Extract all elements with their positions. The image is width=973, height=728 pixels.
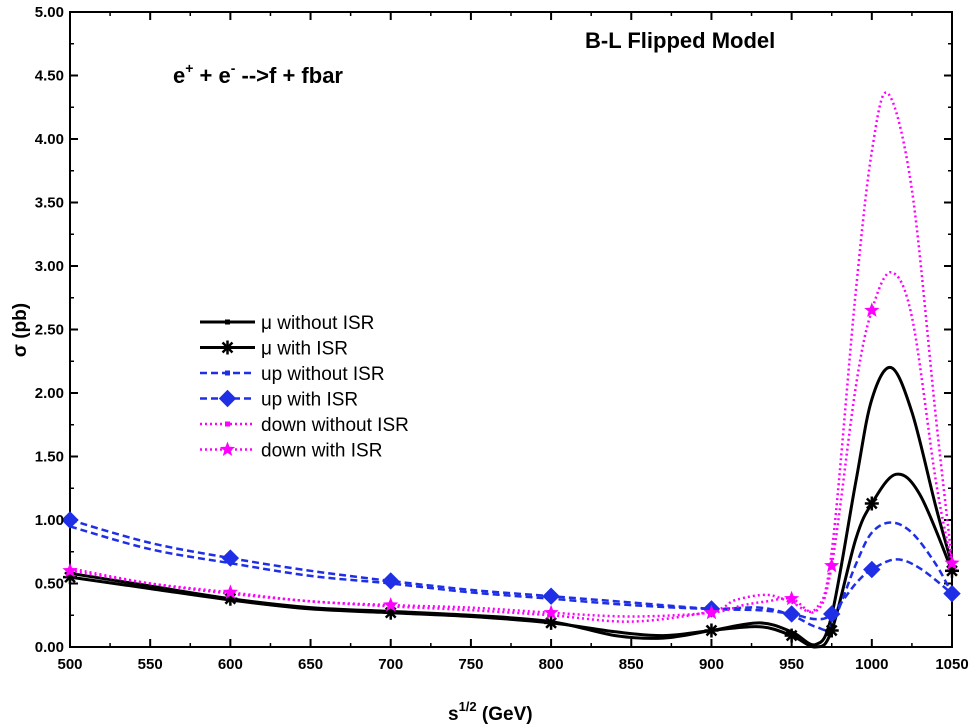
x-tick-label: 850 bbox=[619, 656, 644, 673]
y-tick-label: 4.00 bbox=[35, 131, 64, 148]
legend-swatch-marker bbox=[219, 441, 236, 456]
legend-label: up with ISR bbox=[261, 390, 358, 411]
series-5-marker bbox=[62, 562, 78, 578]
x-tick-label: 700 bbox=[378, 656, 403, 673]
legend-label: down with ISR bbox=[261, 441, 382, 462]
y-tick-label: 0.50 bbox=[35, 576, 64, 593]
legend-swatch-marker bbox=[225, 370, 230, 376]
plot-area bbox=[69, 11, 953, 648]
series-1-marker bbox=[544, 615, 559, 630]
tick-labels: 500 550 600 650 700 750 800 850 900 950 1000 1050 0.… bbox=[35, 4, 969, 673]
legend-swatch-marker bbox=[225, 319, 230, 325]
legend-label: up without ISR bbox=[261, 364, 385, 385]
x-tick-label: 1000 bbox=[855, 656, 888, 673]
x-axis-title-sup: 1/2 bbox=[459, 699, 477, 714]
reaction-sup-a: + bbox=[185, 60, 193, 76]
y-tick-label: 0.00 bbox=[35, 639, 64, 656]
legend-item: up with ISR bbox=[200, 390, 358, 411]
y-tick-label: 1.50 bbox=[35, 449, 64, 466]
y-tick-label: 2.00 bbox=[35, 385, 64, 402]
series-3-marker bbox=[221, 549, 240, 567]
x-tick-label: 550 bbox=[138, 656, 163, 673]
legend-item: up without ISR bbox=[200, 364, 385, 385]
series-line-2 bbox=[69, 521, 954, 632]
series-3-marker bbox=[782, 605, 801, 623]
legend-label-prefix: μ bbox=[261, 313, 272, 334]
markers-layer bbox=[61, 302, 961, 643]
series-line-5 bbox=[69, 271, 954, 618]
x-tick-label: 500 bbox=[57, 656, 82, 673]
y-tick-label: 5.00 bbox=[35, 4, 64, 21]
series-5-marker bbox=[864, 302, 880, 317]
x-axis-title-rest: (GeV) bbox=[477, 704, 533, 725]
series-3-marker bbox=[61, 511, 79, 529]
legend-label: μ without ISR bbox=[261, 313, 374, 334]
axis-ticks bbox=[69, 11, 953, 648]
series-3-marker bbox=[542, 587, 560, 605]
legend-label: μ with ISR bbox=[261, 339, 348, 360]
series-5-marker bbox=[784, 590, 800, 606]
series-3-marker bbox=[863, 560, 881, 579]
legend-label-text: down without ISR bbox=[261, 415, 409, 436]
x-axis-title-base: s bbox=[448, 704, 459, 725]
legend-item: down without ISR bbox=[200, 415, 409, 436]
legend-label-text: with ISR bbox=[272, 339, 348, 360]
series-1-marker bbox=[704, 623, 719, 638]
reaction-sup-b: - bbox=[231, 60, 236, 76]
y-axis-title: σ (pb) bbox=[10, 303, 31, 357]
legend-swatch-marker bbox=[225, 421, 230, 427]
series-3-marker bbox=[943, 584, 961, 603]
y-tick-label: 3.00 bbox=[35, 258, 64, 275]
x-axis-title: s1/2 (GeV) bbox=[448, 699, 533, 725]
legend-label-text: down with ISR bbox=[261, 441, 382, 462]
y-tick-label: 1.00 bbox=[35, 512, 64, 529]
series-5-marker bbox=[703, 604, 720, 620]
x-tick-label: 650 bbox=[298, 656, 323, 673]
legend-swatch-marker bbox=[218, 389, 237, 408]
y-tick-label: 4.50 bbox=[35, 68, 64, 85]
y-tick-label: 2.50 bbox=[35, 322, 64, 339]
series-1-marker bbox=[784, 628, 799, 643]
legend-label: down without ISR bbox=[261, 415, 409, 436]
series-1-marker bbox=[824, 623, 839, 638]
series-5-marker bbox=[543, 604, 559, 620]
series-3-marker bbox=[382, 572, 400, 590]
x-tick-label: 900 bbox=[699, 656, 724, 673]
series-5-marker bbox=[383, 597, 399, 612]
series-5-marker bbox=[944, 555, 960, 570]
x-tick-label: 1050 bbox=[935, 656, 968, 673]
series-1-marker bbox=[864, 496, 879, 511]
y-tick-label: 3.50 bbox=[35, 195, 64, 212]
x-tick-label: 600 bbox=[218, 656, 243, 673]
chart-title: B-L Flipped Model bbox=[585, 28, 775, 53]
legend-item: down with ISR bbox=[200, 441, 382, 462]
legend-label-prefix: μ bbox=[261, 339, 272, 360]
series-3-marker bbox=[823, 605, 841, 623]
reaction-suffix: -->f + fbar bbox=[235, 63, 343, 88]
legend-label-text: without ISR bbox=[272, 313, 374, 334]
x-tick-label: 750 bbox=[458, 656, 483, 673]
series-5-marker bbox=[824, 557, 840, 573]
legend-item: μ without ISR bbox=[200, 313, 374, 334]
x-tick-label: 800 bbox=[539, 656, 564, 673]
reaction-annotation: e+ + e- -->f + fbar bbox=[173, 60, 343, 88]
reaction-mid: + e bbox=[193, 63, 230, 88]
legend-swatch-marker bbox=[220, 340, 235, 355]
series-5-marker bbox=[222, 584, 238, 599]
legend-label-text: up without ISR bbox=[261, 364, 385, 385]
x-tick-label: 950 bbox=[779, 656, 804, 673]
legend-item: μ with ISR bbox=[200, 339, 348, 360]
legend-label-text: up with ISR bbox=[261, 390, 358, 411]
reaction-prefix-a: e bbox=[173, 63, 185, 88]
